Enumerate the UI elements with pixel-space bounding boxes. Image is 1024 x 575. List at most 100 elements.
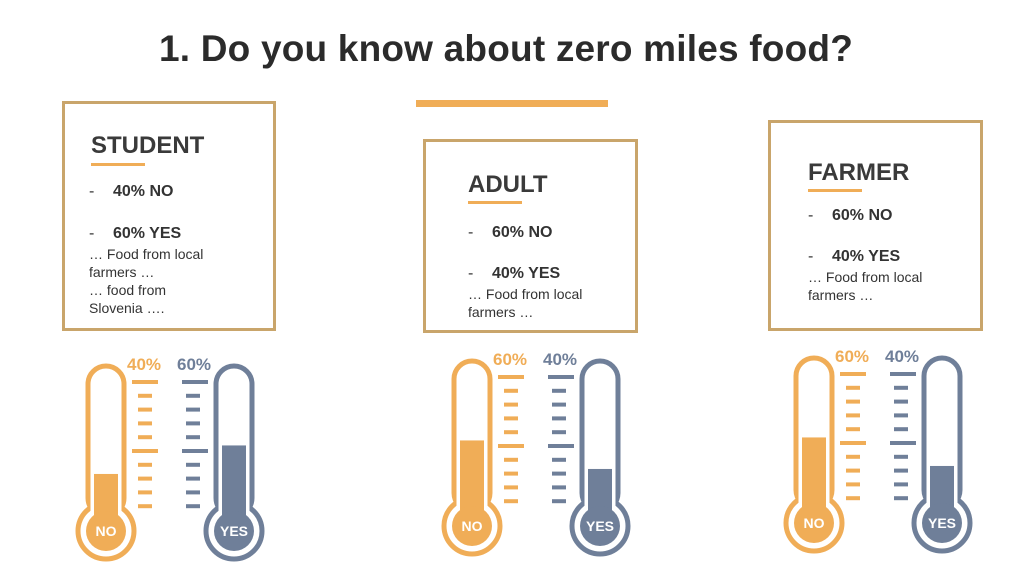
scale-tick <box>186 435 200 440</box>
thermometer-bulb-label: YES <box>220 523 248 539</box>
thermometer-bulb-label: YES <box>586 518 614 534</box>
scale-percent-label: 40% <box>885 347 919 366</box>
card-student: STUDENT - 40% NO - 60% YES … Food from loc… <box>62 101 276 331</box>
scale-tick <box>894 496 908 501</box>
card-title: FARMER <box>808 159 910 186</box>
stat-yes: - 60% YES <box>89 225 181 243</box>
scale-tick <box>504 416 518 421</box>
stat-text: 60% YES <box>113 225 182 242</box>
card-note: … Food from local farmers … … food from … <box>89 246 204 316</box>
scale-tick <box>552 430 566 435</box>
thermometer-bulb <box>214 511 254 551</box>
scale-percent-label: 40% <box>543 350 577 369</box>
stat-dash: - <box>468 224 474 241</box>
stat-dash: - <box>808 248 814 265</box>
scale-tick <box>138 435 152 440</box>
scale-tick <box>846 482 860 487</box>
scale-tick <box>504 402 518 407</box>
scale-tick <box>504 457 518 462</box>
scale-tick <box>846 468 860 473</box>
scale-percent-label: 60% <box>493 350 527 369</box>
scale-tick <box>138 476 152 481</box>
scale-tick <box>840 441 866 445</box>
thermometer-bulb-label: YES <box>928 515 956 531</box>
scale-tick <box>894 454 908 459</box>
scale-tick <box>182 449 208 453</box>
stat-yes: - 40% YES <box>808 248 900 266</box>
scale-tick <box>138 393 152 398</box>
scale-tick <box>504 388 518 393</box>
thermometer-bulb-label: NO <box>462 518 483 534</box>
thermometer-pair-student: NO YES 40% 60% <box>75 355 265 562</box>
scale-tick <box>552 485 566 490</box>
card-title: ADULT <box>468 171 548 198</box>
scale-tick <box>552 416 566 421</box>
scale-tick <box>138 421 152 426</box>
scale-tick <box>840 372 866 376</box>
scale-tick <box>498 444 524 448</box>
scale-tick <box>186 476 200 481</box>
scale-tick <box>186 393 200 398</box>
scale-tick <box>186 504 200 509</box>
scale-percent-label: 40% <box>127 355 161 374</box>
card-farmer: FARMER - 60% NO - 40% YES … Food from loca… <box>768 120 983 331</box>
scale-tick <box>552 457 566 462</box>
scale-percent-label: 60% <box>835 347 869 366</box>
scale-tick <box>846 385 860 390</box>
card-note: … Food from local farmers … <box>808 269 923 303</box>
scale-tick <box>182 380 208 384</box>
card-adult: ADULT - 60% NO - 40% YES … Food from local… <box>423 139 638 333</box>
stat-no: - 60% NO <box>808 207 892 225</box>
scale-tick <box>890 441 916 445</box>
thermometer-bulb <box>452 506 492 546</box>
scale-tick <box>894 482 908 487</box>
thermometer-bulb <box>580 506 620 546</box>
thermometer-pair-farmer: NO YES 60% 40% <box>783 347 973 554</box>
stat-dash: - <box>468 265 474 282</box>
scale-tick <box>498 375 524 379</box>
stat-text: 40% YES <box>832 248 901 265</box>
card-title-underline <box>808 189 862 192</box>
scale-tick <box>846 427 860 432</box>
stat-yes: - 40% YES <box>468 265 560 283</box>
scale-tick <box>846 399 860 404</box>
scale-tick <box>132 449 158 453</box>
scale-tick <box>846 496 860 501</box>
page-title: 1. Do you know about zero miles food? <box>159 28 853 69</box>
scale-tick <box>552 499 566 504</box>
scale-tick <box>504 499 518 504</box>
scale-tick <box>894 413 908 418</box>
stat-text: 40% YES <box>492 265 561 282</box>
scale-tick <box>186 421 200 426</box>
thermometer-bulb-label: NO <box>96 523 117 539</box>
scale-tick <box>890 372 916 376</box>
scale-tick <box>846 454 860 459</box>
scale-tick <box>894 427 908 432</box>
scale-tick <box>138 490 152 495</box>
scale-tick <box>186 407 200 412</box>
scale-tick <box>132 380 158 384</box>
scale-tick <box>894 385 908 390</box>
stat-no: - 60% NO <box>468 224 552 242</box>
scale-tick <box>894 468 908 473</box>
thermometer-bulb <box>922 503 962 543</box>
card-title-underline <box>91 163 145 166</box>
stat-dash: - <box>808 207 814 224</box>
stat-dash: - <box>89 183 95 200</box>
scale-tick <box>548 444 574 448</box>
title-accent-rule <box>416 100 608 107</box>
scale-tick <box>138 504 152 509</box>
stat-dash: - <box>89 225 95 242</box>
scale-tick <box>894 399 908 404</box>
card-title: STUDENT <box>91 132 205 159</box>
scale-tick <box>548 375 574 379</box>
thermometer-bulb-label: NO <box>804 515 825 531</box>
scale-tick <box>186 462 200 467</box>
scale-percent-label: 60% <box>177 355 211 374</box>
thermometer-pair-adult: NO YES 60% 40% <box>441 350 631 557</box>
thermometer-bulb <box>86 511 126 551</box>
scale-tick <box>504 485 518 490</box>
stat-text: 60% NO <box>492 224 553 241</box>
scale-tick <box>504 430 518 435</box>
scale-tick <box>552 402 566 407</box>
